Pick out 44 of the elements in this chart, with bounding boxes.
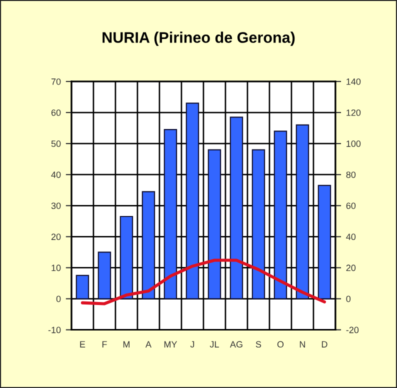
x-tick-label: S (256, 341, 262, 348)
x-tick-label: AG (230, 341, 242, 348)
x-tick-label: J (190, 341, 194, 348)
y-tick-label: 30 (51, 202, 61, 209)
x-tick-label: A (145, 341, 152, 348)
y-tick-label: 20 (51, 234, 61, 240)
x-tick-label: M (123, 341, 130, 348)
bar (164, 129, 178, 300)
y-tick-label: -10 (48, 326, 61, 334)
x-tick-label: D (322, 341, 328, 348)
bar (296, 124, 310, 300)
line-series (80, 258, 326, 306)
y-tick-label: 50 (51, 140, 61, 147)
x-tick-label: O (277, 341, 284, 348)
bar (274, 130, 288, 300)
y2-tick-label: 40 (346, 234, 356, 240)
y-tick-label: 60 (51, 109, 61, 116)
y-tick-label: 0 (56, 296, 61, 302)
bar (208, 149, 222, 300)
y-tick-label: 10 (52, 264, 61, 272)
y2-tick-label: 60 (346, 202, 356, 209)
bar (230, 116, 244, 300)
y2-tick-label: 100 (346, 140, 361, 147)
y2-tick-label: -20 (346, 326, 359, 334)
y2-tick-label: 140 (346, 78, 361, 85)
y-tick-label: 70 (51, 78, 61, 85)
bar (98, 252, 112, 300)
y2-tick-label: 20 (346, 264, 356, 272)
x-tick-label: E (80, 341, 86, 348)
bar (76, 274, 90, 300)
x-tick-label: MY (164, 341, 178, 348)
y2-tick-label: 0 (346, 296, 351, 302)
bar (252, 149, 266, 300)
bar (142, 191, 156, 300)
y-tick-label: 40 (51, 172, 61, 178)
y2-tick-label: 120 (346, 109, 361, 116)
bar (120, 216, 134, 300)
bar (318, 184, 332, 300)
x-tick-label: JL (210, 341, 219, 348)
x-tick-label: F (102, 341, 107, 348)
y2-tick-label: 80 (346, 172, 356, 178)
x-tick-label: N (300, 341, 305, 348)
chart-title: NURIA (Pirineo de Gerona) (102, 32, 295, 46)
bar (186, 102, 200, 300)
